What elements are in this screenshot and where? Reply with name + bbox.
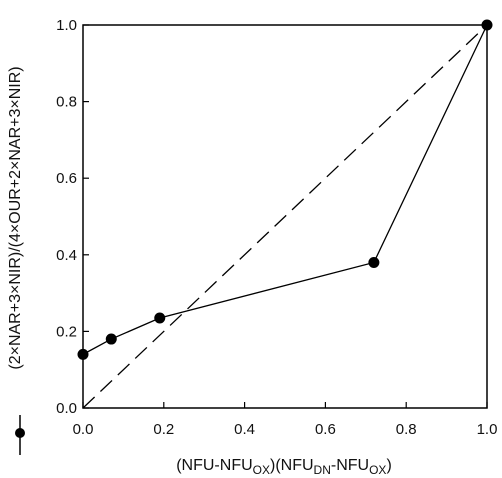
x-tick-label: 0.6 [315,421,336,438]
data-point [154,312,166,324]
y-tick-label: 0.6 [56,170,77,187]
y-tick-label: 0.8 [56,94,77,111]
x-axis-title-part: -NFU [331,457,369,474]
y-axis-title: (2×NAR+3×NIR)/(4×OUR+2×NAR+3×NIR) [7,66,24,369]
x-axis-title-sub: OX [253,463,270,477]
x-axis-title-part: (NFU-NFU [176,457,252,474]
legend-marker [15,428,25,438]
data-point [481,19,493,31]
x-axis-title-part: )(NFU [270,457,314,474]
y-tick-label: 0.0 [56,400,77,417]
x-tick-label: 0.2 [153,421,174,438]
x-axis-title-sub: DN [314,463,331,477]
y-tick-label: 1.0 [56,17,77,34]
x-tick-label: 0.8 [396,421,417,438]
x-axis-title-part: ) [386,457,391,474]
data-point [77,348,89,360]
data-point [105,333,117,345]
y-axis-legend-glyph [15,415,25,455]
x-axis-title: (NFU-NFUOX)(NFUDN-NFUOX) [176,457,392,477]
x-tick-label: 1.0 [477,421,498,438]
series-line-dashed [82,24,488,409]
series-layer [77,19,493,409]
y-tick-label: 0.4 [56,247,77,264]
ticks: 0.0 0.2 0.4 0.6 0.8 1.0 0.0 0.2 0.4 0.6 0.8 1.0 [56,17,497,438]
series-line-solid [82,24,488,355]
y-tick-label: 0.2 [56,323,77,340]
x-axis-title-sub: OX [369,463,386,477]
x-tick-label: 0.0 [73,421,94,438]
plot-frame [82,24,488,409]
data-point [368,256,380,268]
x-tick-label: 0.4 [234,421,255,438]
